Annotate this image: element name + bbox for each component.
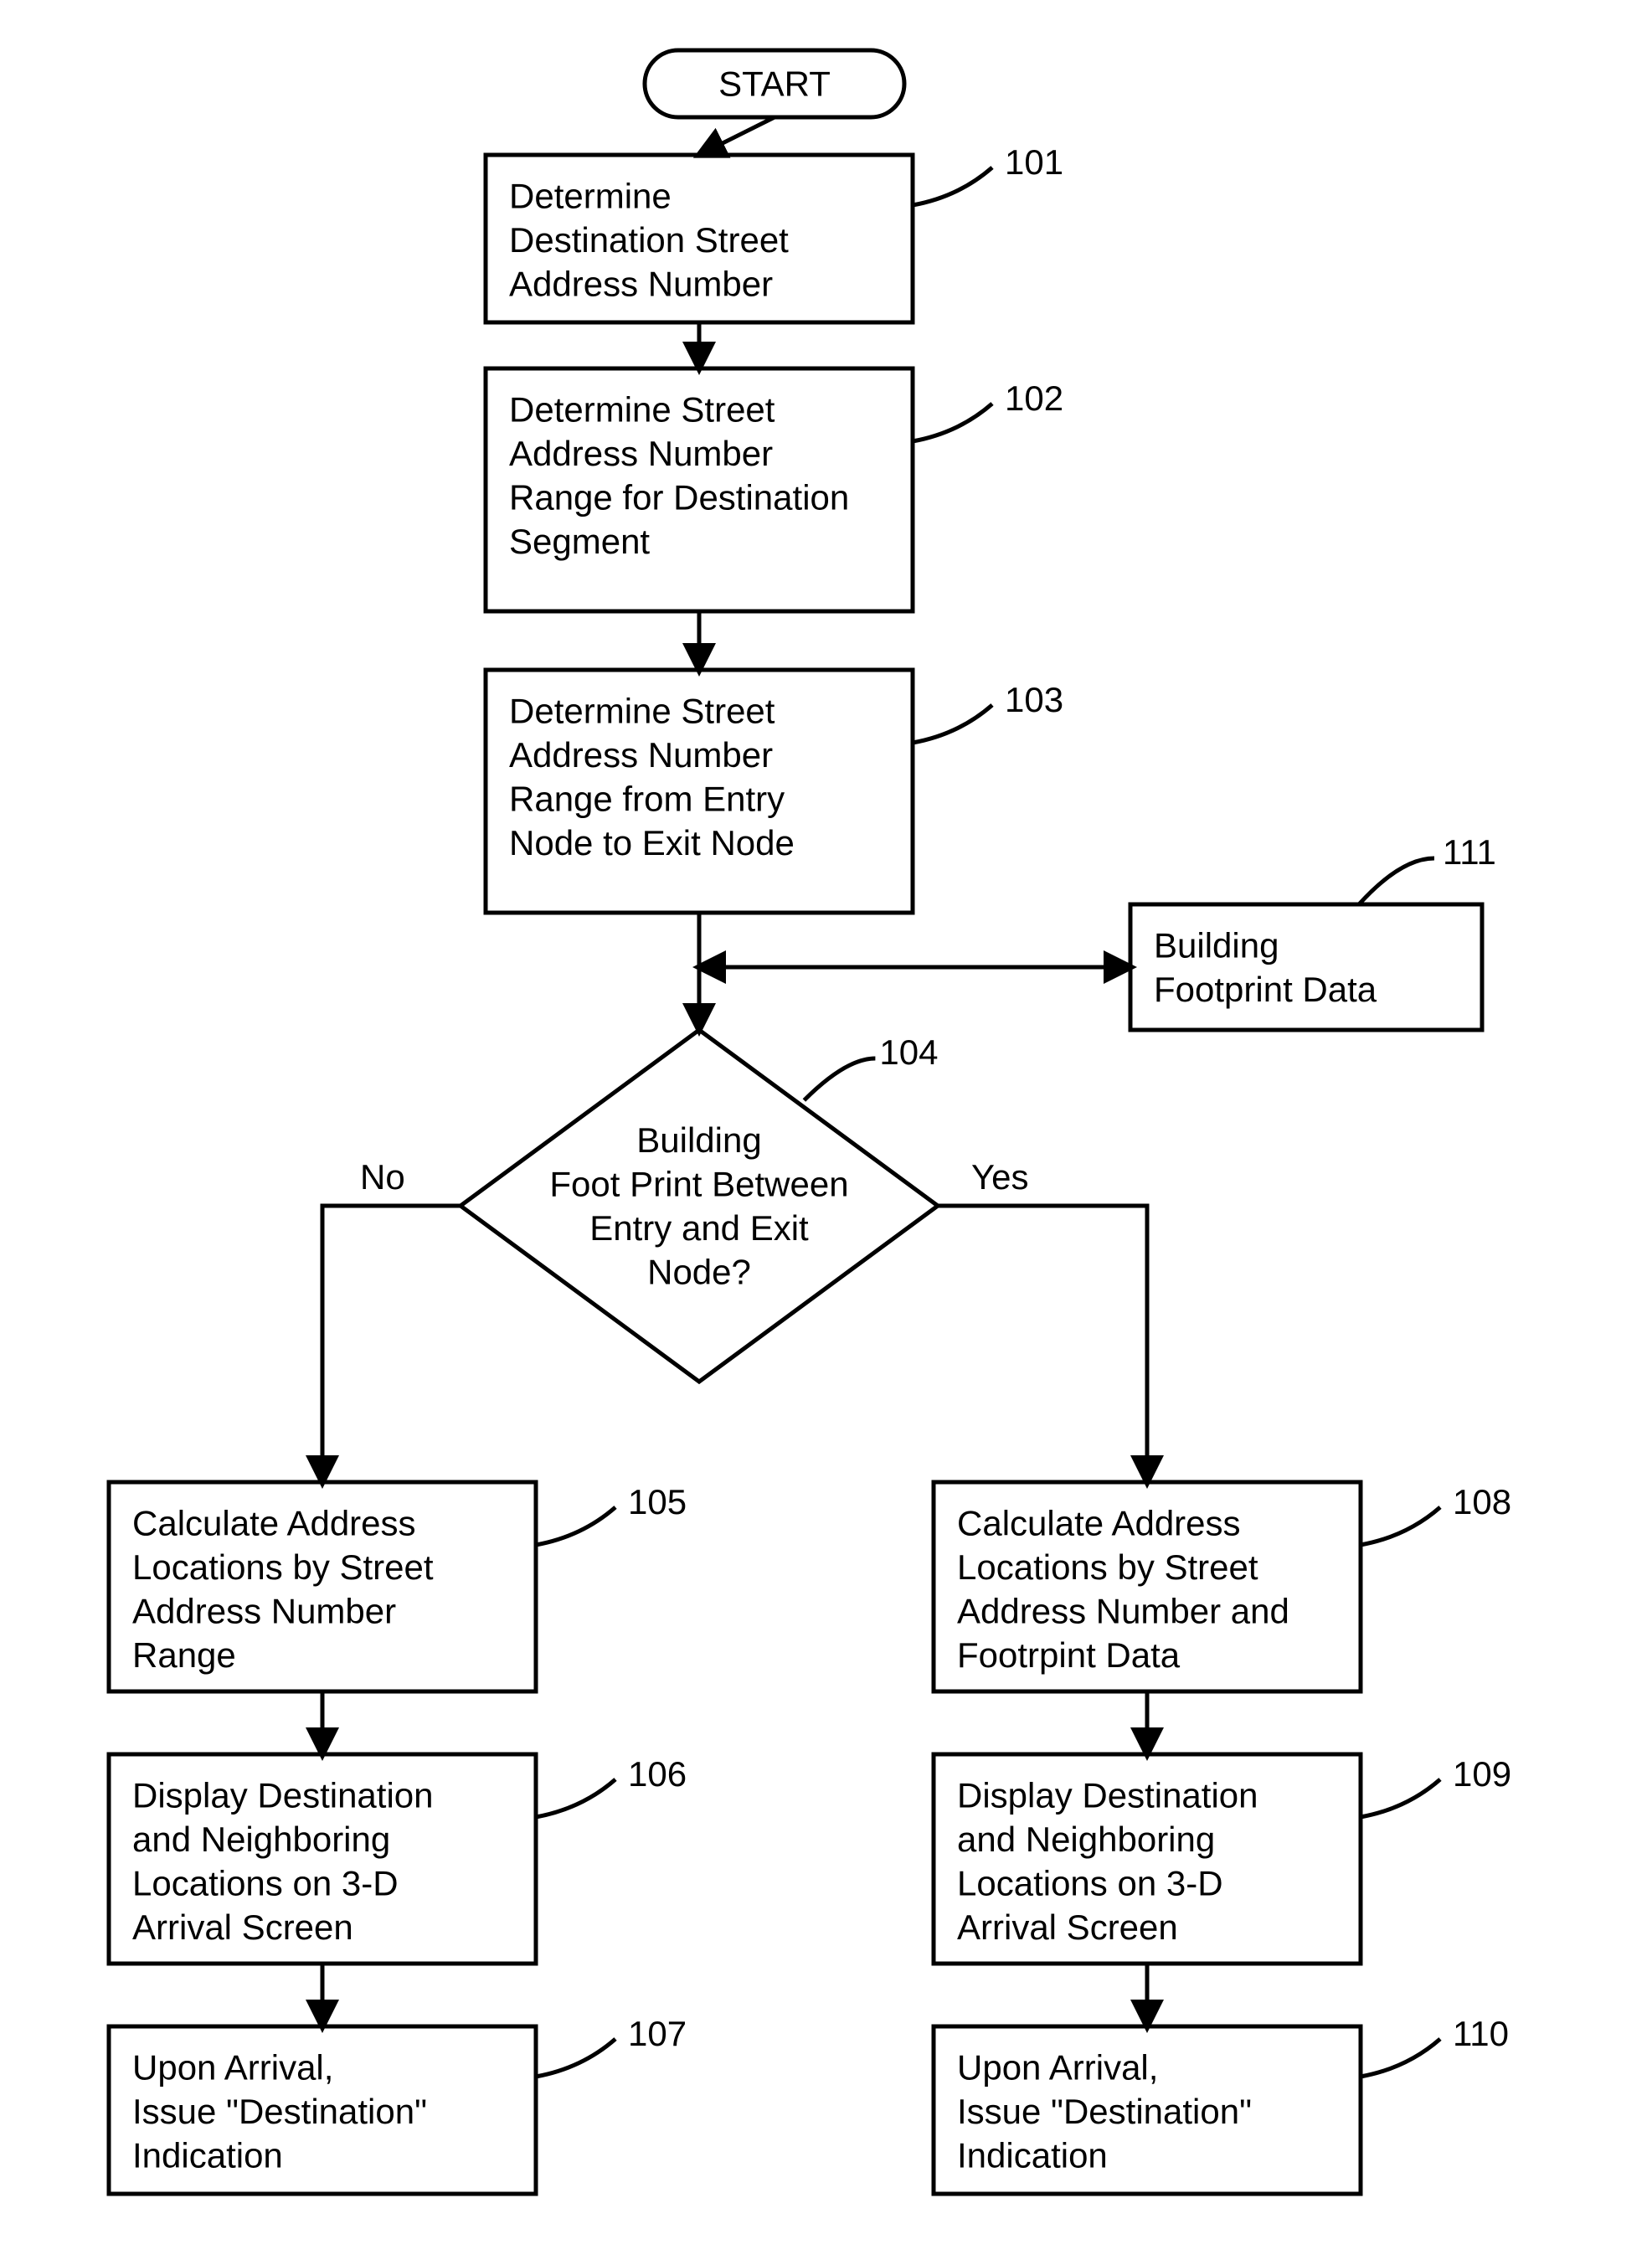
- svg-text:110: 110: [1453, 2014, 1509, 2053]
- branch-label: No: [360, 1157, 405, 1197]
- svg-text:START: START: [718, 64, 831, 104]
- svg-text:101: 101: [1005, 142, 1063, 182]
- svg-text:109: 109: [1453, 1754, 1511, 1794]
- svg-text:104: 104: [879, 1032, 938, 1072]
- svg-text:102: 102: [1005, 378, 1063, 418]
- svg-text:107: 107: [628, 2014, 687, 2053]
- decision-n104: [461, 1030, 938, 1382]
- process-n111: [1130, 904, 1482, 1030]
- flowchart-canvas: STARTDetermineDestination StreetAddress …: [0, 0, 1652, 2260]
- svg-text:111: 111: [1443, 832, 1496, 872]
- svg-text:108: 108: [1453, 1482, 1511, 1521]
- svg-text:106: 106: [628, 1754, 687, 1794]
- branch-label: Yes: [971, 1157, 1029, 1197]
- svg-text:103: 103: [1005, 680, 1063, 719]
- svg-text:105: 105: [628, 1482, 687, 1521]
